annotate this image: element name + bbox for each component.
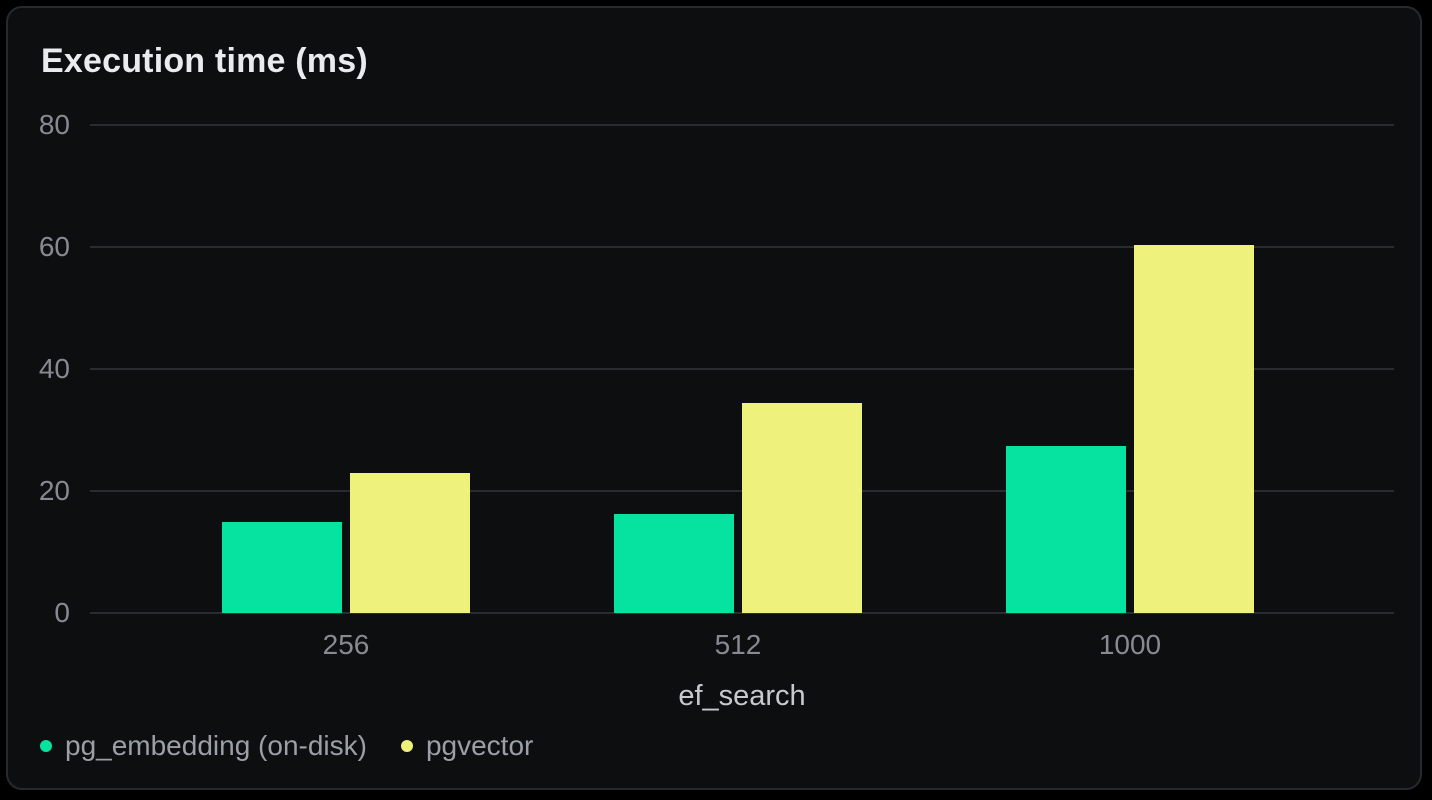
gridline-y-40 (90, 368, 1394, 370)
y-tick-label-60: 60 (38, 231, 70, 262)
legend-dot-icon (40, 740, 52, 752)
legend-dot-icon (400, 740, 413, 752)
y-tick-label-80: 80 (38, 109, 70, 140)
y-tick-label-20: 20 (38, 475, 70, 506)
gridline-y-0 (90, 612, 1394, 614)
x-tick-label-256: 256 (322, 629, 370, 660)
gridline-y-60 (90, 246, 1394, 248)
legend-label: pgvector (425, 730, 534, 761)
x-axis-title: ef_search (678, 680, 806, 712)
legend-item-pgvector[interactable]: pgvector (400, 728, 534, 764)
legend-label: pg_embedding (on-disk) (65, 730, 367, 761)
x-tick-label-1000: 1000 (1098, 629, 1162, 660)
bar-pgvector-1000[interactable] (1134, 245, 1254, 613)
gridline-y-80 (90, 124, 1394, 126)
bar-pg_embedding-512[interactable] (614, 513, 734, 613)
legend: pg_embedding (on-disk) pgvector (40, 728, 533, 764)
bar-pg_embedding-256[interactable] (222, 521, 342, 613)
legend-item-pg_embedding[interactable]: pg_embedding (on-disk) (40, 728, 367, 764)
x-tick-label-512: 512 (714, 629, 762, 660)
y-tick-label-0: 0 (54, 597, 70, 628)
bar-pgvector-256[interactable] (350, 472, 470, 613)
chart-title: Execution time (ms) (41, 42, 368, 80)
y-tick-label-40: 40 (38, 353, 70, 384)
bar-pgvector-512[interactable] (742, 403, 862, 613)
bar-pg_embedding-1000[interactable] (1006, 445, 1126, 613)
